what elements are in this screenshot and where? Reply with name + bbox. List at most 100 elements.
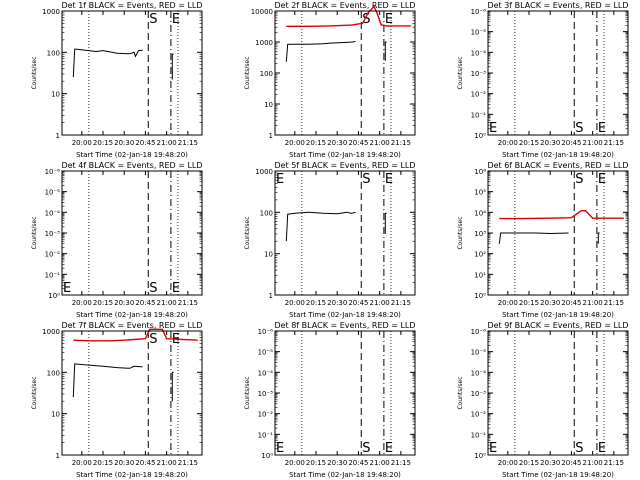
events-series-line	[171, 53, 174, 80]
x-tick-label: 20:15	[519, 459, 539, 467]
panel-title: Det 5f BLACK = Events, RED = LLD	[274, 161, 415, 170]
x-tick-label: 20:00	[72, 299, 92, 307]
detector-panel-5: Det 5f BLACK = Events, RED = LLD Counts/s…	[244, 161, 416, 319]
panel-title: Det 6f BLACK = Events, RED = LLD	[487, 161, 628, 170]
x-tick-label: 20:45	[561, 299, 581, 307]
start-marker-label: S	[149, 281, 157, 296]
y-axis-label: Counts/sec	[31, 376, 38, 409]
y-tick-label: 10⁻¹	[471, 111, 487, 119]
y-tick-label: 10⁰	[474, 292, 486, 300]
x-tick-label: 20:15	[306, 459, 326, 467]
y-tick-label: 100	[47, 49, 60, 57]
x-tick-label: 21:00	[583, 299, 603, 307]
plot-frame	[274, 330, 416, 456]
x-tick-label: 20:30	[114, 459, 134, 467]
x-tick-label: 20:15	[93, 299, 113, 307]
y-tick-label: 100	[260, 70, 273, 78]
y-tick-label: 10⁻¹	[471, 431, 487, 439]
x-tick-label: 20:45	[135, 299, 155, 307]
y-tick-label: 10⁻³	[471, 70, 487, 78]
y-tick-label: 10000	[251, 8, 273, 16]
x-tick-label: 20:15	[306, 299, 326, 307]
x-axis-label: Start Time (02-Jan-18 19:48:20)	[502, 151, 614, 159]
x-tick-label: 20:15	[519, 139, 539, 147]
x-tick-label: 20:15	[93, 139, 113, 147]
lld-series-line	[73, 328, 198, 342]
events-series-line	[72, 48, 143, 78]
x-tick-label: 20:30	[114, 139, 134, 147]
events-series-line	[384, 212, 387, 234]
events-series-line	[285, 40, 356, 62]
y-tick-label: 10⁻⁵	[471, 349, 487, 357]
plot-frame	[274, 170, 416, 296]
detector-panel-1: Det 1f BLACK = Events, RED = LLD Counts/s…	[31, 1, 203, 159]
x-tick-label: 20:15	[519, 299, 539, 307]
events-series-line	[498, 232, 569, 244]
detector-panel-6: Det 6f BLACK = Events, RED = LLD Counts/s…	[457, 161, 629, 319]
x-tick-label: 21:00	[370, 459, 390, 467]
y-tick-label: 1000	[42, 8, 60, 16]
y-tick-label: 10⁻⁶	[471, 328, 487, 336]
x-tick-label: 20:00	[498, 459, 518, 467]
x-axis-label: Start Time (02-Jan-18 19:48:20)	[502, 311, 614, 319]
events-series-line	[171, 371, 174, 402]
x-axis-label: Start Time (02-Jan-18 19:48:20)	[76, 151, 188, 159]
y-tick-label: 10⁻⁵	[45, 189, 61, 197]
y-tick-label: 1	[56, 452, 60, 460]
end-marker-label: E	[598, 121, 606, 136]
x-axis-label: Start Time (02-Jan-18 19:48:20)	[76, 311, 188, 319]
y-tick-label: 1	[269, 292, 273, 300]
x-axis-label: Start Time (02-Jan-18 19:48:20)	[76, 471, 188, 479]
x-tick-label: 21:00	[370, 299, 390, 307]
y-tick-label: 10⁵	[474, 189, 486, 197]
start-marker-label: S	[575, 172, 583, 187]
y-tick-label: 10⁻⁶	[258, 328, 274, 336]
x-tick-label: 20:45	[561, 459, 581, 467]
y-tick-label: 1000	[42, 328, 60, 336]
x-tick-label: 20:00	[72, 139, 92, 147]
x-tick-label: 20:15	[93, 459, 113, 467]
y-tick-label: 10⁶	[474, 168, 486, 176]
end-marker-label: E	[385, 12, 393, 27]
y-tick-label: 10⁻³	[471, 390, 487, 398]
x-tick-label: 20:30	[540, 299, 560, 307]
x-axis-label: Start Time (02-Jan-18 19:48:20)	[289, 471, 401, 479]
x-tick-label: 20:00	[285, 299, 305, 307]
y-tick-label: 10⁻³	[258, 390, 274, 398]
events-series-line	[597, 232, 600, 244]
y-tick-label: 10⁻⁴	[471, 49, 487, 57]
y-axis-label: Counts/sec	[244, 216, 251, 249]
y-axis-label: Counts/sec	[31, 216, 38, 249]
y-tick-label: 10⁻⁴	[45, 209, 61, 217]
end-marker-label: E	[385, 441, 393, 456]
x-tick-label: 20:30	[327, 299, 347, 307]
plot-frame	[61, 170, 203, 296]
end-marker-label: E	[172, 281, 180, 296]
end-marker-label: E	[489, 441, 497, 456]
y-tick-label: 10	[264, 251, 273, 259]
y-axis-label: Counts/sec	[244, 376, 251, 409]
detector-panel-7: Det 7f BLACK = Events, RED = LLD Counts/s…	[31, 321, 203, 479]
x-tick-label: 20:30	[540, 139, 560, 147]
start-marker-label: S	[575, 441, 583, 456]
end-marker-label: E	[172, 12, 180, 27]
x-axis-label: Start Time (02-Jan-18 19:48:20)	[289, 151, 401, 159]
plot-frame	[274, 10, 416, 136]
y-tick-label: 10⁻⁵	[471, 29, 487, 37]
y-tick-label: 10⁻⁴	[258, 369, 274, 377]
end-marker-label: E	[489, 121, 497, 136]
start-marker-label: S	[575, 121, 583, 136]
x-tick-label: 20:45	[348, 299, 368, 307]
x-tick-label: 21:15	[178, 459, 198, 467]
y-tick-label: 10⁻²	[258, 411, 274, 419]
x-axis-label: Start Time (02-Jan-18 19:48:20)	[289, 311, 401, 319]
end-marker-label: E	[598, 172, 606, 187]
end-marker-label: E	[276, 441, 284, 456]
y-tick-label: 10⁻⁵	[258, 349, 274, 357]
x-tick-label: 21:15	[391, 139, 411, 147]
x-tick-label: 20:45	[135, 459, 155, 467]
x-tick-label: 21:00	[583, 459, 603, 467]
detector-panel-4: Det 4f BLACK = Events, RED = LLD Counts/s…	[31, 161, 203, 319]
